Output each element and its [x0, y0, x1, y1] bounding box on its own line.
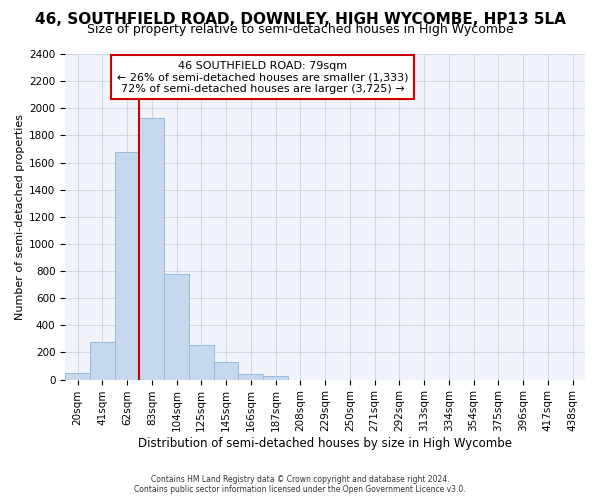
Bar [164, 274, 189, 380]
Bar [214, 362, 238, 380]
Text: 46, SOUTHFIELD ROAD, DOWNLEY, HIGH WYCOMBE, HP13 5LA: 46, SOUTHFIELD ROAD, DOWNLEY, HIGH WYCOM… [35, 12, 565, 28]
X-axis label: Distribution of semi-detached houses by size in High Wycombe: Distribution of semi-detached houses by … [138, 437, 512, 450]
Text: Contains HM Land Registry data © Crown copyright and database right 2024.
Contai: Contains HM Land Registry data © Crown c… [134, 474, 466, 494]
Bar [189, 345, 214, 380]
Bar [263, 376, 288, 380]
Bar [115, 152, 139, 380]
Text: 46 SOUTHFIELD ROAD: 79sqm
← 26% of semi-detached houses are smaller (1,333)
72% : 46 SOUTHFIELD ROAD: 79sqm ← 26% of semi-… [117, 60, 409, 94]
Bar [65, 373, 90, 380]
Text: Size of property relative to semi-detached houses in High Wycombe: Size of property relative to semi-detach… [86, 22, 514, 36]
Bar [139, 118, 164, 380]
Y-axis label: Number of semi-detached properties: Number of semi-detached properties [15, 114, 25, 320]
Bar [90, 342, 115, 380]
Bar [238, 374, 263, 380]
